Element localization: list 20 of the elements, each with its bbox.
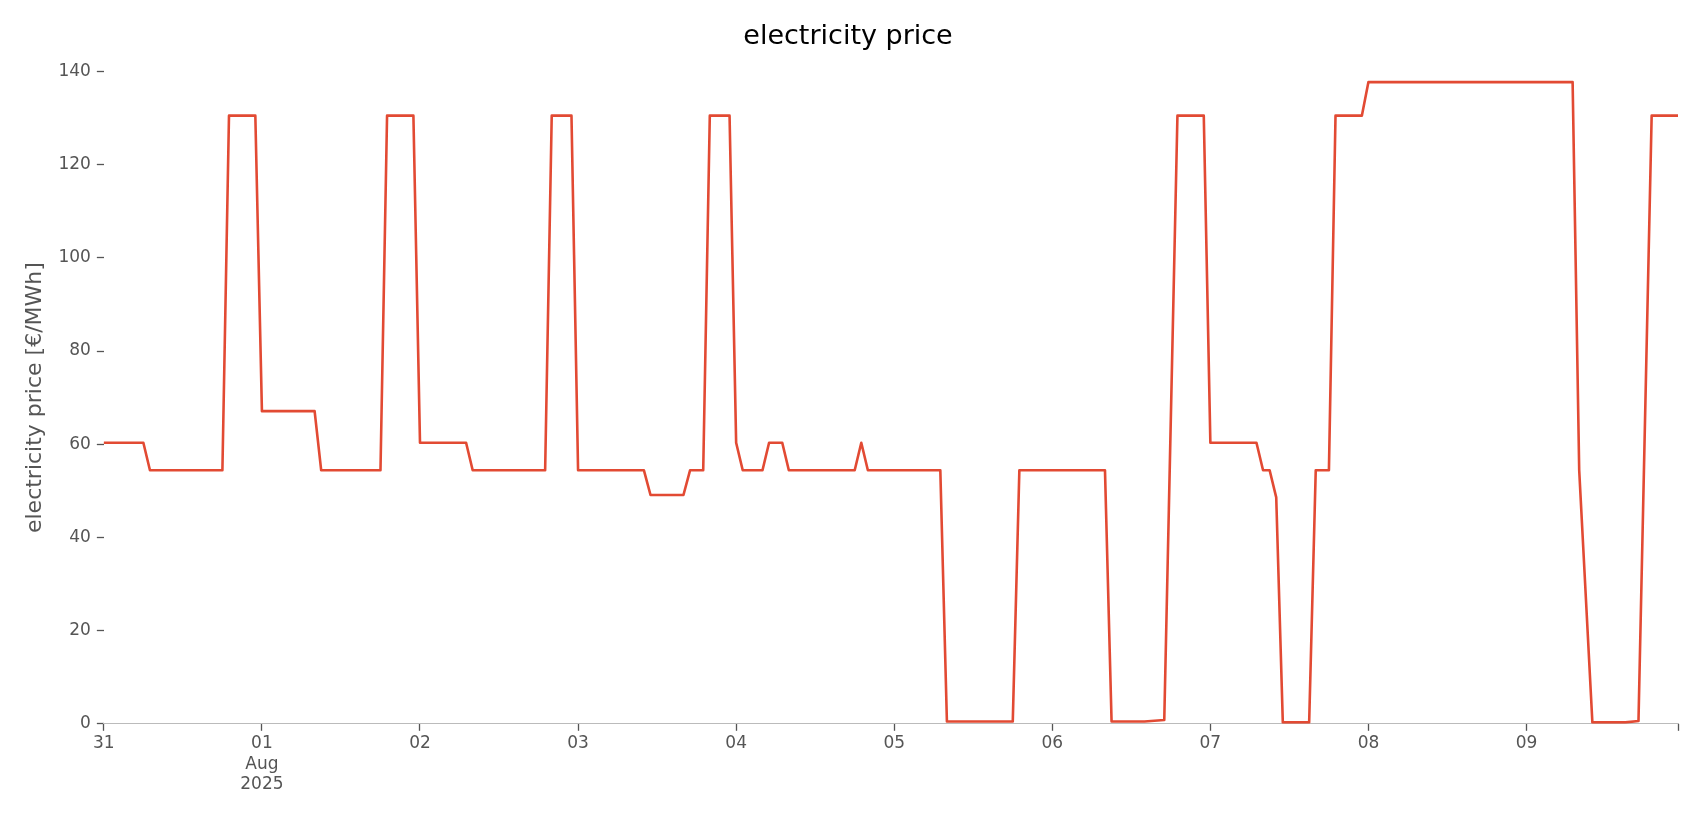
y-axis-title: electricity price [€/MWh] <box>20 262 46 534</box>
y-tick-label: 0 <box>80 712 91 733</box>
y-tick-label: 120 <box>58 153 91 174</box>
x-tick-label: 07 <box>1199 732 1222 753</box>
x-tick-label: 02 <box>409 732 431 753</box>
x-tick-label: 31 <box>93 732 115 753</box>
x-tick-label: 09 <box>1515 732 1538 753</box>
x-tick-label: 03 <box>567 732 589 753</box>
x-tick-label: 08 <box>1357 732 1380 753</box>
x-tick-label: 04 <box>725 732 747 753</box>
chart-title: electricity price <box>743 19 953 51</box>
x-tick-label: 01 Aug 2025 <box>240 732 284 794</box>
y-tick-label: 40 <box>69 525 91 546</box>
y-tick-label: 100 <box>58 246 91 267</box>
y-tick-label: 60 <box>69 432 91 453</box>
x-tick-label: 06 <box>1041 732 1064 753</box>
y-tick-label: 140 <box>58 59 91 80</box>
y-tick-label: 80 <box>69 339 91 360</box>
x-tick-label: 05 <box>883 732 906 753</box>
y-tick-label: 20 <box>69 619 91 640</box>
